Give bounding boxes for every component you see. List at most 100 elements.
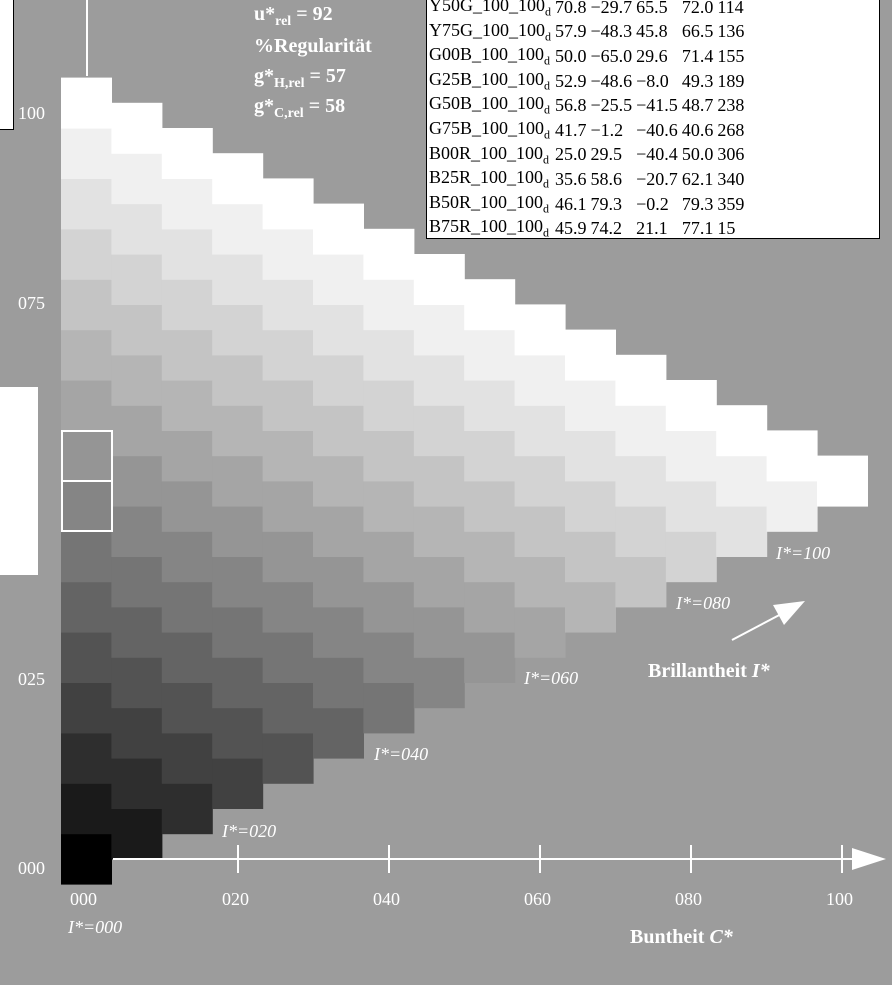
color-patch: [514, 556, 566, 608]
table-cell: 65.5: [636, 0, 668, 17]
color-patch: [262, 682, 314, 734]
table-cell: 46.1: [555, 193, 587, 214]
color-patch: [61, 279, 112, 331]
color-patch: [817, 455, 868, 507]
color-patch: [665, 480, 717, 532]
color-patch: [363, 632, 415, 683]
color-patch: [262, 430, 314, 482]
table-cell-name: G00B_100_100d: [429, 44, 551, 68]
table-cell: 77.1: [681, 218, 714, 239]
table-cell: −48.6: [590, 70, 633, 91]
color-patch: [464, 279, 516, 331]
color-patch: [212, 707, 264, 759]
table-cell-name: Y50G_100_100d: [429, 0, 551, 19]
color-patch: [413, 304, 465, 356]
color-patch: [413, 455, 465, 507]
color-patch: [615, 455, 667, 507]
y-tick-label: 025: [18, 669, 45, 689]
color-patch: [61, 128, 112, 179]
color-patch: [111, 657, 163, 709]
color-patch: [313, 203, 364, 255]
chroma-axis-title: Buntheit C*: [630, 926, 733, 948]
color-patch: [212, 606, 264, 658]
table-row: Y50G_100_100d 70.8 −29.7 65.5 72.0 114: [429, 0, 748, 20]
color-patch: [363, 380, 415, 431]
table-cell-name: B00R_100_100d: [429, 142, 550, 167]
table-row: Y75G_100_100d 57.9 −48.3 45.8 66.5 136: [429, 20, 748, 45]
table-cell: 50.0: [555, 45, 587, 66]
color-patch: [313, 304, 364, 356]
table-cell: 49.3: [681, 70, 714, 91]
iso-label-020: I*=020: [222, 821, 277, 841]
iso-label-040: I*=040: [374, 744, 429, 764]
color-patch: [61, 833, 112, 885]
table-cell: 155: [717, 45, 745, 66]
color-patch: [161, 732, 213, 784]
table-cell: 306: [717, 144, 745, 165]
y-tick-label: 075: [18, 293, 45, 313]
color-patch: [111, 254, 163, 305]
color-patch: [111, 304, 163, 356]
table-cell: −25.5: [590, 95, 633, 116]
color-patch: [262, 279, 314, 331]
table-cell: 29.6: [636, 45, 668, 66]
color-patch: [514, 354, 566, 406]
table-cell: 72.0: [681, 0, 714, 17]
color-patch: [161, 128, 213, 179]
color-patch: [111, 153, 163, 205]
x-tick-label: 000: [70, 889, 97, 909]
stat-regularity: %Regularität: [254, 35, 372, 57]
color-data-table: Y50G_100_100d 70.8 −29.7 65.5 72.0 114 Y75G_10…: [426, 0, 880, 239]
table-cell: 35.6: [555, 168, 587, 189]
iso-label-100: I*=100: [776, 543, 831, 563]
color-patch: [262, 632, 314, 683]
table-cell-name: B50R_100_100d: [429, 191, 550, 216]
color-patch: [212, 254, 264, 305]
color-patch: [212, 455, 264, 507]
color-patch: [766, 430, 818, 482]
color-patch: [212, 657, 264, 709]
color-patch: [61, 531, 112, 583]
color-patch: [262, 228, 314, 280]
color-patch: [665, 380, 717, 431]
brilliance-arrowhead: [773, 601, 805, 625]
table-cell: 66.5: [681, 21, 714, 42]
color-patch: [313, 405, 364, 457]
side-white-panel: [0, 387, 38, 575]
color-patch: [716, 455, 768, 507]
color-patch: [111, 556, 163, 608]
iso-label-080: I*=080: [676, 593, 731, 613]
color-patch: [413, 657, 465, 709]
table-cell: 48.7: [681, 95, 714, 116]
color-patch: [514, 304, 566, 356]
brilliance-axis-title: Brillantheit I*: [648, 660, 770, 682]
table-cell: 62.1: [681, 168, 714, 189]
color-patch: [111, 808, 163, 860]
x-axis-arrowhead: [852, 848, 886, 870]
table-cell: 58.6: [590, 168, 623, 189]
table-cell: 45.8: [636, 21, 668, 42]
color-patch: [111, 102, 163, 154]
color-patch: [161, 632, 213, 683]
color-patch: [111, 405, 163, 457]
color-patch: [565, 430, 616, 482]
table-cell: 41.7: [555, 119, 587, 140]
color-patch: [212, 506, 264, 557]
color-patch: [665, 531, 717, 583]
color-patch: [363, 531, 415, 583]
table-cell: 79.3: [681, 193, 714, 214]
color-patch: [61, 178, 112, 230]
table-cell: 50.0: [681, 144, 714, 165]
color-patch: [363, 279, 415, 331]
color-patch: [212, 405, 264, 457]
table-row: B00R_100_100d 25.0 29.5 −40.4 50.0 306: [429, 143, 748, 168]
table-cell: 29.5: [590, 144, 623, 165]
color-patch: [464, 430, 516, 482]
color-patch: [212, 304, 264, 356]
table-cell: 57.9: [555, 21, 587, 42]
table-cell: −40.6: [636, 119, 678, 140]
color-patch: [413, 254, 465, 305]
color-patch: [514, 506, 566, 557]
table-cell-name: G25B_100_100d: [429, 68, 551, 93]
table-cell: 21.1: [636, 218, 668, 239]
